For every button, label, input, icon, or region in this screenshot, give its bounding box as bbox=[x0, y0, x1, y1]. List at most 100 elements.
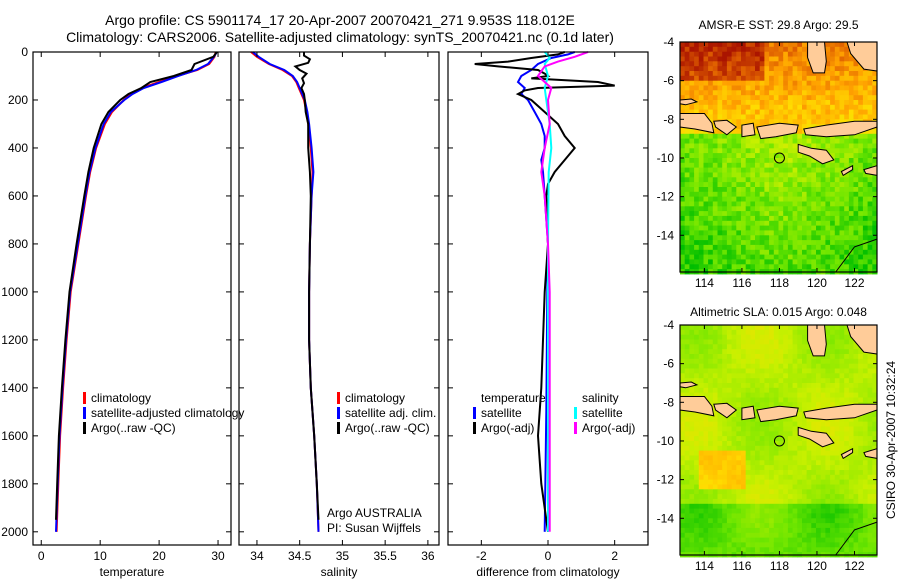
map-cell bbox=[848, 148, 855, 154]
map-cell bbox=[759, 109, 765, 115]
map-cell bbox=[736, 133, 742, 140]
map-cell bbox=[811, 383, 817, 389]
map-cell bbox=[853, 494, 859, 500]
map-cell bbox=[694, 191, 700, 198]
map-cell bbox=[745, 109, 751, 115]
map-cell bbox=[680, 378, 686, 384]
map-cell bbox=[717, 547, 723, 553]
map-cell bbox=[755, 402, 761, 408]
map-cell bbox=[698, 431, 704, 437]
map-cell bbox=[680, 46, 686, 53]
map-cell bbox=[783, 138, 789, 144]
map-cell bbox=[839, 259, 845, 265]
map-cell bbox=[839, 494, 845, 500]
map-cell bbox=[769, 402, 775, 408]
map-cell bbox=[816, 187, 822, 193]
map-cell bbox=[787, 455, 794, 461]
map-cell bbox=[726, 484, 733, 490]
map-cell bbox=[839, 158, 845, 164]
map-cell bbox=[848, 211, 855, 217]
map-cell bbox=[802, 71, 808, 77]
map-cell bbox=[755, 387, 761, 394]
map-cell bbox=[684, 187, 690, 193]
map-cell bbox=[820, 191, 826, 198]
map-cell bbox=[689, 325, 695, 331]
map-cell bbox=[783, 373, 789, 379]
map-cell bbox=[853, 90, 859, 96]
map-cell bbox=[834, 354, 840, 360]
map-cell bbox=[689, 235, 695, 241]
map-cell bbox=[853, 206, 859, 212]
map-cell bbox=[722, 387, 728, 394]
map-cell bbox=[830, 235, 836, 241]
map-cell bbox=[811, 542, 817, 548]
map-cell bbox=[764, 100, 770, 106]
map-cell bbox=[694, 162, 700, 169]
map-cell bbox=[712, 138, 718, 144]
map-cell bbox=[680, 66, 686, 72]
map-cell bbox=[858, 201, 864, 207]
map-cell bbox=[726, 211, 733, 217]
map-cell bbox=[853, 445, 859, 452]
map-cell bbox=[703, 172, 709, 178]
map-cell bbox=[769, 235, 775, 241]
map-cell bbox=[698, 104, 704, 111]
map-cell bbox=[694, 153, 700, 159]
map-cell bbox=[741, 162, 747, 169]
map-cell bbox=[816, 211, 822, 217]
map-cell bbox=[769, 95, 775, 101]
map-cell bbox=[778, 378, 784, 384]
map-cell bbox=[806, 387, 812, 394]
map-cell bbox=[853, 378, 859, 384]
map-cell bbox=[694, 158, 700, 164]
map-cell bbox=[741, 138, 747, 144]
map-cell bbox=[717, 201, 723, 207]
map-cell bbox=[848, 547, 855, 553]
map-cell bbox=[773, 264, 779, 270]
map-cell bbox=[764, 402, 770, 408]
map-cell bbox=[708, 518, 714, 524]
map-cell bbox=[741, 358, 747, 365]
map-cell bbox=[689, 518, 695, 524]
map-cell bbox=[811, 373, 817, 379]
map-cell bbox=[703, 177, 709, 183]
map-cell bbox=[736, 474, 742, 481]
map-cell bbox=[731, 167, 737, 173]
map-cell bbox=[825, 51, 831, 57]
map-cell bbox=[839, 114, 845, 120]
map-cell bbox=[797, 109, 803, 115]
map-cell bbox=[741, 344, 747, 350]
map-cell bbox=[731, 329, 737, 336]
map-cell bbox=[802, 104, 808, 111]
map-cell bbox=[726, 339, 733, 345]
map-cell bbox=[764, 455, 770, 461]
map-cell bbox=[787, 196, 794, 202]
map-cell bbox=[703, 138, 709, 144]
map-cell bbox=[717, 339, 723, 345]
map-cell bbox=[755, 66, 761, 72]
map-cell bbox=[703, 503, 709, 510]
map-cell bbox=[862, 387, 869, 394]
difference-series-3 bbox=[536, 51, 589, 532]
map-cell bbox=[858, 71, 864, 77]
map-cell bbox=[694, 249, 700, 256]
map-cell bbox=[867, 498, 873, 505]
map-cell bbox=[703, 450, 709, 456]
map-cell bbox=[694, 358, 700, 365]
map-cell bbox=[787, 387, 794, 394]
map-cell bbox=[811, 518, 817, 524]
map-cell bbox=[703, 182, 709, 188]
map-cell bbox=[806, 172, 812, 178]
map-cell bbox=[848, 244, 855, 251]
map-cell bbox=[745, 460, 751, 466]
map-cell bbox=[684, 392, 690, 398]
map-cell bbox=[844, 445, 850, 452]
map-cell bbox=[694, 387, 700, 394]
map-cell bbox=[797, 177, 803, 183]
map-cell bbox=[750, 479, 756, 485]
map-cell bbox=[802, 527, 808, 534]
map-cell bbox=[848, 460, 855, 466]
map-cell bbox=[825, 66, 831, 72]
map-cell bbox=[703, 85, 709, 91]
map-cell bbox=[862, 90, 869, 96]
